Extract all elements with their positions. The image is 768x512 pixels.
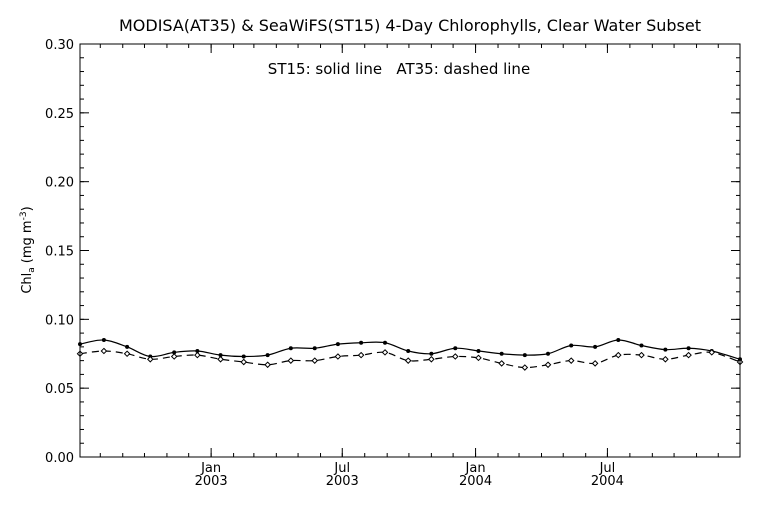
data-point-st15	[686, 346, 691, 351]
data-point-at35	[170, 353, 178, 360]
x-tick-label-month: Jan	[465, 461, 486, 476]
y-axis-label-unit: (mg m	[20, 220, 35, 263]
y-axis-label-exponent: -3	[19, 211, 29, 220]
data-point-st15	[288, 346, 293, 351]
data-point-at35	[498, 360, 505, 367]
chart-annotation: ST15: solid line AT35: dashed line	[268, 60, 530, 78]
chart-title: MODISA(AT35) & SeaWiFS(ST15) 4-Day Chlor…	[119, 16, 701, 35]
data-point-st15	[499, 351, 504, 356]
data-point-st15	[522, 353, 527, 358]
y-tick-label: 0.30	[45, 38, 74, 53]
data-point-at35	[334, 353, 342, 360]
data-point-st15	[125, 344, 130, 349]
data-point-st15	[616, 337, 621, 342]
x-tick-label-month: Jan	[200, 461, 221, 476]
data-point-st15	[241, 354, 246, 359]
data-point-st15	[429, 351, 434, 356]
y-axis-label: Chla (mg m-3)	[19, 206, 37, 293]
data-point-at35	[614, 351, 622, 359]
data-point-st15	[172, 350, 177, 355]
data-point-at35	[100, 347, 108, 355]
x-tick-label-year: 2003	[195, 474, 228, 489]
data-point-at35	[475, 354, 482, 362]
axes: 0.000.050.100.150.200.250.30Jan2003Jul20…	[45, 38, 740, 489]
data-point-st15	[265, 353, 270, 358]
data-point-at35	[194, 351, 201, 359]
y-axis-label-subscript: a	[27, 267, 37, 273]
y-tick-label: 0.05	[45, 382, 74, 397]
data-point-at35	[146, 355, 154, 363]
data-point-at35	[567, 357, 575, 364]
y-tick-label: 0.10	[45, 313, 74, 328]
data-point-st15	[359, 340, 364, 345]
data-point-at35	[404, 357, 412, 364]
y-tick-label: 0.00	[45, 451, 74, 466]
data-point-at35	[451, 353, 459, 360]
y-tick-label: 0.15	[45, 245, 74, 260]
data-point-st15	[569, 343, 574, 348]
y-tick-label: 0.20	[45, 176, 74, 191]
x-tick-label-month: Jul	[333, 461, 350, 476]
data-point-at35	[123, 350, 131, 358]
plot-frame	[79, 43, 741, 458]
data-point-st15	[663, 347, 668, 352]
data-point-st15	[312, 346, 317, 351]
data-point-at35	[287, 357, 295, 364]
data-point-at35	[240, 358, 248, 366]
data-point-st15	[476, 348, 481, 353]
data-point-st15	[546, 351, 551, 356]
x-tick-label-year: 2004	[459, 474, 492, 489]
data-point-st15	[639, 343, 644, 348]
x-tick-label-month: Jul	[599, 461, 616, 476]
data-point-st15	[101, 337, 106, 342]
data-point-at35	[357, 351, 365, 359]
data-point-st15	[453, 346, 458, 351]
data-point-at35	[311, 357, 319, 364]
x-tick-label-year: 2004	[591, 474, 624, 489]
y-axis-label-close: )	[20, 206, 35, 211]
data-point-st15	[218, 353, 223, 358]
data-point-st15	[195, 348, 200, 353]
y-axis-label-main: Chl	[20, 273, 35, 294]
x-tick-label-year: 2003	[326, 474, 359, 489]
data-point-at35	[264, 361, 271, 369]
data-point-at35	[662, 355, 669, 363]
data-point-at35	[685, 351, 692, 359]
data-point-st15	[383, 340, 388, 345]
data-point-st15	[335, 342, 340, 347]
data-point-st15	[593, 344, 598, 349]
series-line-at35	[79, 350, 741, 369]
data-point-at35	[708, 349, 716, 356]
data-point-at35	[217, 355, 224, 363]
data-point-st15	[406, 348, 411, 353]
data-point-at35	[428, 355, 435, 363]
data-point-at35	[521, 364, 529, 371]
data-point-at35	[591, 360, 599, 367]
data-point-at35	[544, 361, 552, 369]
y-tick-label: 0.25	[45, 107, 74, 122]
data-point-at35	[638, 351, 645, 359]
data-point-at35	[381, 349, 389, 356]
